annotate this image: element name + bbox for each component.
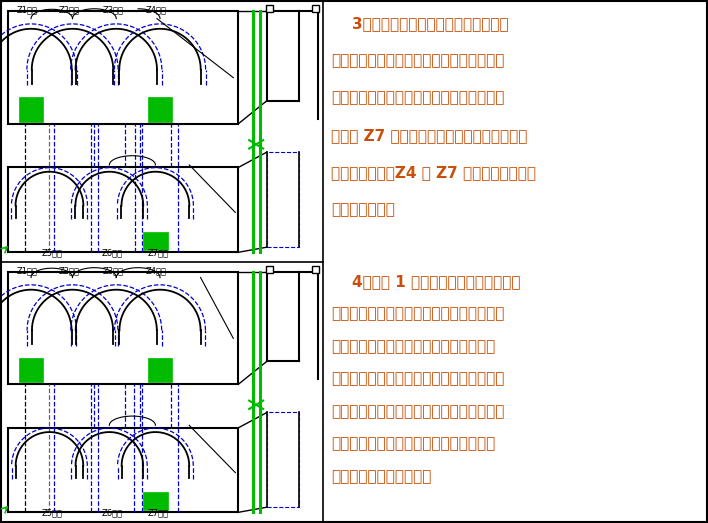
Text: Z1导洞: Z1导洞: [17, 267, 38, 276]
Text: Z7导洞: Z7导洞: [147, 248, 169, 257]
Text: Z2导洞: Z2导洞: [59, 6, 79, 15]
Bar: [148, 358, 172, 382]
Text: Z6导洞: Z6导洞: [101, 508, 122, 517]
Bar: [8, 271, 239, 384]
Bar: [267, 152, 299, 247]
Text: 3、施做风道初支扣拱，同时施做主体: 3、施做风道初支扣拱，同时施做主体: [331, 16, 508, 31]
Text: 道初支扣拱完成后，施做风道与主体相接部: 道初支扣拱完成后，施做风道与主体相接部: [331, 90, 504, 106]
Bar: [266, 5, 273, 12]
Text: Z7导洞: Z7导洞: [147, 508, 169, 517]
Text: 两边导洞内钻孔桩及主体中跨初支扣拱；风: 两边导洞内钻孔桩及主体中跨初支扣拱；风: [331, 53, 504, 68]
Text: 施做车站主体中跨二衬扣拱并施做边跨初: 施做车站主体中跨二衬扣拱并施做边跨初: [331, 339, 496, 354]
Bar: [8, 167, 239, 252]
Text: Z3导洞: Z3导洞: [102, 267, 123, 276]
Text: Z5导洞: Z5导洞: [42, 508, 62, 517]
Bar: [148, 97, 172, 122]
Bar: [143, 232, 168, 251]
Bar: [8, 10, 239, 124]
Bar: [266, 266, 273, 272]
Bar: [19, 358, 43, 382]
Text: Z6导洞: Z6导洞: [101, 248, 122, 257]
Bar: [19, 97, 43, 122]
Text: 上下导洞之间（Z4 与 Z7 导洞之间）柱部位: 上下导洞之间（Z4 与 Z7 导洞之间）柱部位: [331, 165, 536, 180]
Text: 依靠开口加强梁支撑。在满足施工运输空间: 依靠开口加强梁支撑。在满足施工运输空间: [331, 404, 504, 419]
Text: 4、开挖 1 号风道土体并由上向下顺序: 4、开挖 1 号风道土体并由上向下顺序: [331, 274, 520, 289]
Text: Z2导洞: Z2导洞: [59, 267, 79, 276]
Text: Z1导洞: Z1导洞: [17, 6, 38, 15]
Text: 施做风道二衬，同时根据主体施工步序依次: 施做风道二衬，同时根据主体施工步序依次: [331, 306, 504, 322]
Text: 采用挖孔连通。: 采用挖孔连通。: [331, 202, 395, 217]
Text: Z3导洞: Z3导洞: [102, 6, 123, 15]
Text: 支扣拱，其中与风道相接部位边跨初支扣拱: 支扣拱，其中与风道相接部位边跨初支扣拱: [331, 371, 504, 386]
Bar: [312, 266, 319, 272]
Bar: [267, 413, 299, 507]
Text: Z4导洞: Z4导洞: [146, 6, 167, 15]
Text: Z4导洞: Z4导洞: [146, 267, 167, 276]
Bar: [143, 492, 168, 510]
Bar: [8, 428, 239, 513]
Bar: [312, 5, 319, 12]
Text: 位下部 Z7 导洞及相接部位加强梁、柱结构，: 位下部 Z7 导洞及相接部位加强梁、柱结构，: [331, 128, 527, 143]
Text: 的条件下依次由上向下对风道及主体的土: 的条件下依次由上向下对风道及主体的土: [331, 437, 496, 451]
Text: 体开挖并进行二衬施做。: 体开挖并进行二衬施做。: [331, 469, 431, 484]
Text: Z5导洞: Z5导洞: [42, 248, 62, 257]
